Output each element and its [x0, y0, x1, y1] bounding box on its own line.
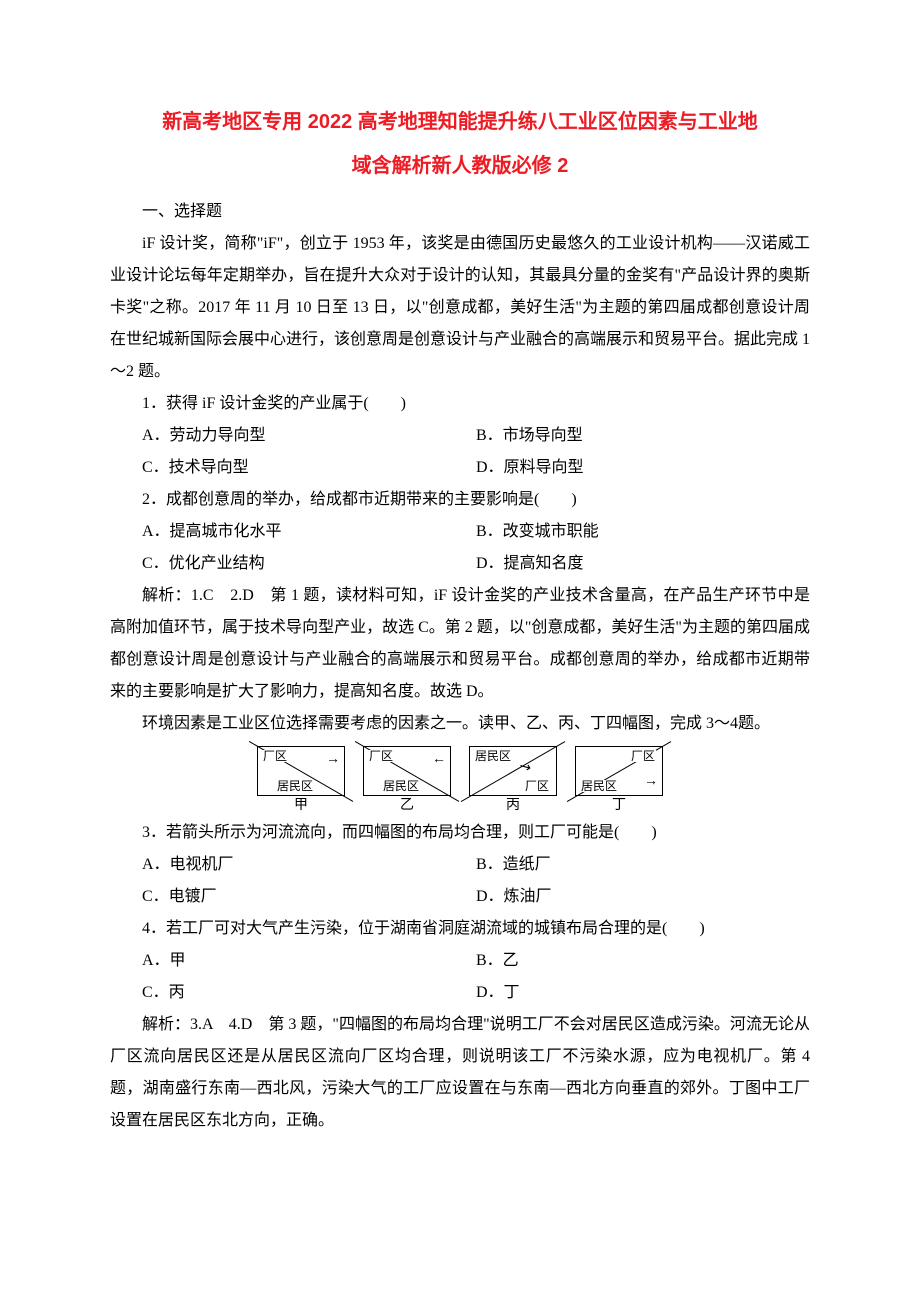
question-2-options-row-2: C．优化产业结构 D．提高知名度 [110, 548, 810, 580]
label-residential: 居民区 [276, 780, 314, 792]
label-factory: 厂区 [630, 750, 656, 762]
question-4-options-row-2: C．丙 D．丁 [110, 977, 810, 1009]
document-page: 新高考地区专用 2022 高考地理知能提升练八工业区位因素与工业地 域含解析新人… [0, 0, 920, 1302]
label-factory: 厂区 [524, 780, 550, 792]
label-residential: 居民区 [382, 780, 420, 792]
arrow-icon: ← [432, 753, 446, 767]
question-1-stem: 1．获得 iF 设计金奖的产业属于( ) [110, 388, 810, 420]
section-heading: 一、选择题 [110, 196, 810, 228]
option-2C: C．优化产业结构 [142, 548, 476, 580]
diagram-a: 厂区 居民区 → 甲 [257, 746, 345, 815]
explanation-2: 解析：3.A 4.D 第 3 题，"四幅图的布局均合理"说明工厂不会对居民区造成… [110, 1009, 810, 1137]
diagram-b: 厂区 居民区 ← 乙 [363, 746, 451, 815]
title-line-1: 新高考地区专用 2022 高考地理知能提升练八工业区位因素与工业地 [110, 100, 810, 144]
explanation-1: 解析：1.C 2.D 第 1 题，读材料可知，iF 设计金奖的产业技术含量高，在… [110, 580, 810, 708]
question-1-options-row-1: A．劳动力导向型 B．市场导向型 [110, 420, 810, 452]
option-2A: A．提高城市化水平 [142, 516, 476, 548]
diagram-row: 厂区 居民区 → 甲 厂区 居民区 ← 乙 居民区 厂区 ↘ 丙 [110, 746, 810, 815]
caption-c: 丙 [506, 798, 520, 815]
arrow-icon: ↘ [518, 759, 535, 777]
caption-d: 丁 [612, 798, 626, 815]
option-1B: B．市场导向型 [476, 420, 810, 452]
option-1D: D．原料导向型 [476, 452, 810, 484]
question-3-options-row-2: C．电镀厂 D．炼油厂 [110, 881, 810, 913]
question-4-options-row-1: A．甲 B．乙 [110, 945, 810, 977]
label-residential: 居民区 [474, 750, 512, 762]
label-residential: 居民区 [580, 780, 618, 792]
question-1-options-row-2: C．技术导向型 D．原料导向型 [110, 452, 810, 484]
option-3B: B．造纸厂 [476, 849, 810, 881]
label-factory: 厂区 [262, 750, 288, 762]
label-factory: 厂区 [368, 750, 394, 762]
option-1A: A．劳动力导向型 [142, 420, 476, 452]
option-4A: A．甲 [142, 945, 476, 977]
document-title: 新高考地区专用 2022 高考地理知能提升练八工业区位因素与工业地 域含解析新人… [110, 100, 810, 188]
question-3-stem: 3．若箭头所示为河流流向，而四幅图的布局均合理，则工厂可能是( ) [110, 817, 810, 849]
option-2D: D．提高知名度 [476, 548, 810, 580]
option-4D: D．丁 [476, 977, 810, 1009]
arrow-icon: → [326, 753, 340, 767]
diagram-a-box: 厂区 居民区 → [257, 746, 345, 796]
question-4-stem: 4．若工厂可对大气产生污染，位于湖南省洞庭湖流域的城镇布局合理的是( ) [110, 913, 810, 945]
option-3A: A．电视机厂 [142, 849, 476, 881]
question-2-stem: 2．成都创意周的举办，给成都市近期带来的主要影响是( ) [110, 484, 810, 516]
diagram-c: 居民区 厂区 ↘ 丙 [469, 746, 557, 815]
intro-paragraph-2: 环境因素是工业区位选择需要考虑的因素之一。读甲、乙、丙、丁四幅图，完成 3～4题… [110, 708, 810, 740]
option-3D: D．炼油厂 [476, 881, 810, 913]
option-4B: B．乙 [476, 945, 810, 977]
question-2-options-row-1: A．提高城市化水平 B．改变城市职能 [110, 516, 810, 548]
diagram-d-box: 厂区 居民区 → [575, 746, 663, 796]
diagram-b-box: 厂区 居民区 ← [363, 746, 451, 796]
arrow-icon: → [644, 775, 658, 789]
intro-paragraph-1: iF 设计奖，简称"iF"，创立于 1953 年，该奖是由德国历史最悠久的工业设… [110, 228, 810, 388]
question-3-options-row-1: A．电视机厂 B．造纸厂 [110, 849, 810, 881]
option-3C: C．电镀厂 [142, 881, 476, 913]
option-4C: C．丙 [142, 977, 476, 1009]
caption-a: 甲 [294, 798, 308, 815]
title-line-2: 域含解析新人教版必修 2 [110, 144, 810, 188]
diagram-c-box: 居民区 厂区 ↘ [469, 746, 557, 796]
caption-b: 乙 [400, 798, 414, 815]
diagram-d: 厂区 居民区 → 丁 [575, 746, 663, 815]
option-2B: B．改变城市职能 [476, 516, 810, 548]
option-1C: C．技术导向型 [142, 452, 476, 484]
